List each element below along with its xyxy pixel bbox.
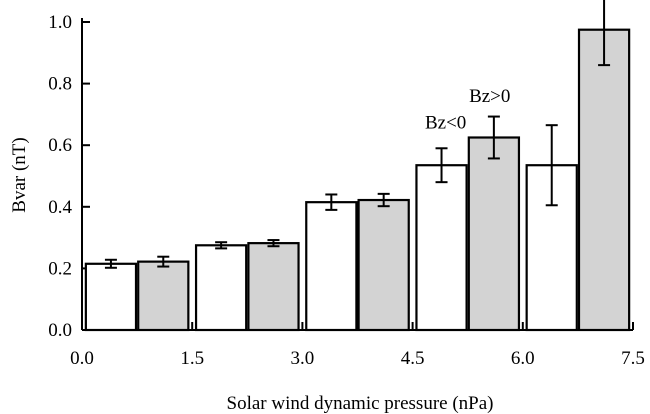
x-tick-label: 4.5	[401, 348, 425, 369]
bar	[137, 260, 190, 332]
y-axis-label: Bvar (nT)	[9, 137, 30, 212]
x-axis-label: Solar wind dynamic pressure (nPa)	[227, 393, 494, 414]
x-tick-label: 6.0	[511, 348, 535, 369]
x-tick-label: 7.5	[621, 348, 645, 369]
y-tick-label: 1.0	[48, 12, 72, 33]
y-tick-label: 0.4	[48, 197, 72, 218]
bar	[357, 198, 410, 332]
bar	[305, 201, 358, 332]
y-tick-label: 0.0	[48, 320, 72, 341]
bar	[577, 28, 631, 332]
bar	[467, 136, 521, 332]
annotation-label: Bz>0	[469, 86, 510, 107]
bar	[84, 262, 138, 332]
x-tick-label: 3.0	[291, 348, 315, 369]
bar	[194, 244, 248, 332]
error-bars	[104, 0, 611, 269]
axes: 0.0 0.2 0.4 0.6 0.8 1.0 0.0 1.5 3.0 4.5 6.0 7.5	[48, 12, 645, 369]
annotation-label: Bz<0	[425, 112, 466, 133]
bars	[84, 28, 631, 332]
y-tick-label: 0.6	[48, 135, 72, 156]
bar	[415, 164, 468, 332]
y-tick-label: 0.8	[48, 74, 72, 95]
x-tick-label: 0.0	[70, 348, 94, 369]
y-tick-label: 0.2	[48, 258, 72, 279]
bar	[247, 242, 300, 332]
annotations: Bz<0Bz>0	[425, 86, 510, 133]
x-tick-label: 1.5	[180, 348, 204, 369]
